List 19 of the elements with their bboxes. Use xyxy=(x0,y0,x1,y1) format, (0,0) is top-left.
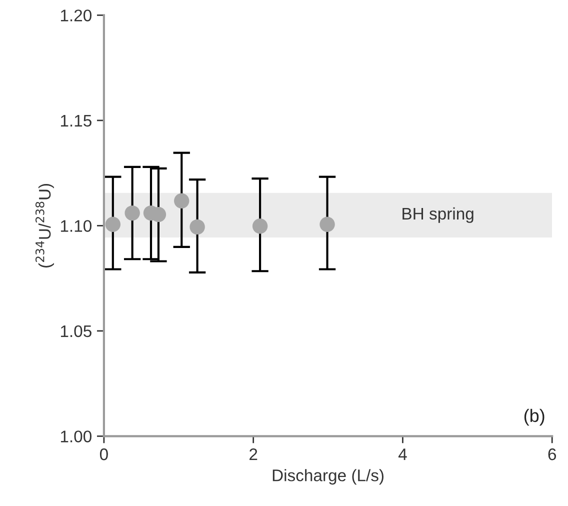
y-tick-label: 1.10 xyxy=(60,220,92,232)
point xyxy=(320,216,335,232)
band-label: BH spring xyxy=(402,207,474,223)
x-tick-label: 0 xyxy=(100,448,108,460)
y-axis-title: ($^{234}$U/$^{238}$U) xyxy=(35,184,54,268)
x-tick-label: 4 xyxy=(398,448,407,460)
y-tick-label: 1.00 xyxy=(60,430,92,442)
point xyxy=(105,216,121,232)
y-tick-label: 1.05 xyxy=(60,325,92,338)
point xyxy=(252,218,268,234)
point xyxy=(124,205,140,221)
point xyxy=(174,193,190,208)
annotation: (b) xyxy=(524,408,544,426)
y-tick-label: 1.20 xyxy=(60,10,92,22)
x-tick-label: 6 xyxy=(548,448,556,460)
x-tick-label: 2 xyxy=(250,448,258,460)
y-tick-label: 1.15 xyxy=(60,115,92,127)
x-axis-title: Discharge (L/s) xyxy=(272,469,384,485)
point xyxy=(190,219,205,235)
